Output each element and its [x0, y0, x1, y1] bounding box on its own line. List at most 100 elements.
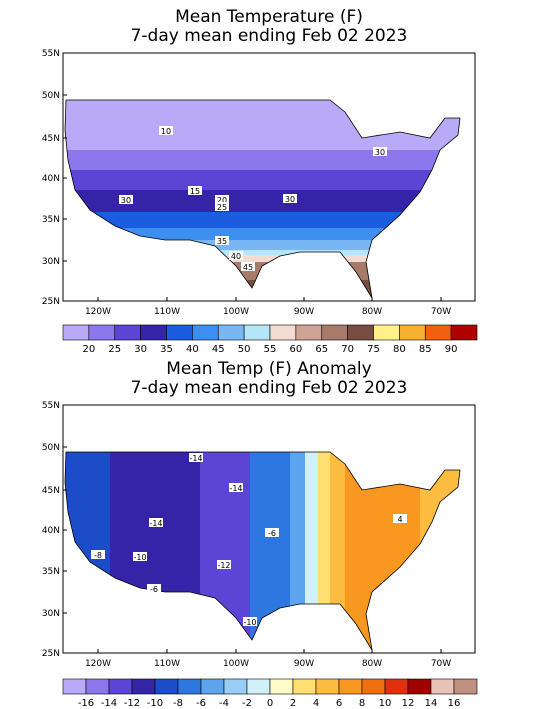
contour-label-bg: [265, 528, 279, 537]
contour-label: 35: [217, 237, 227, 246]
colorbar-label: 35: [160, 344, 173, 355]
contour-label: 4: [397, 515, 402, 524]
lat-label: 50N: [42, 91, 60, 101]
colorbar-box: [200, 678, 225, 695]
contour-label: -14: [189, 454, 202, 463]
contour-label: -10: [133, 553, 146, 562]
lon-label: 110W: [154, 307, 180, 317]
colorbar-label: -16: [78, 698, 94, 709]
contour-label-bg: [149, 518, 163, 527]
colorbar-label: 0: [267, 698, 273, 709]
contour-label-bg: [393, 514, 407, 523]
lat-label: 30N: [42, 609, 60, 619]
contour-label-bg: [215, 236, 229, 245]
contour-band: [330, 452, 345, 650]
colorbar-box: [62, 324, 90, 341]
lat-label: 30N: [42, 257, 60, 267]
colorbar-box: [338, 678, 363, 695]
colorbar-label: -14: [101, 698, 117, 709]
colorbar-label: -8: [173, 698, 183, 709]
colorbar-label: 14: [425, 698, 438, 709]
colorbar-box: [453, 678, 478, 695]
contour-label-bg: [217, 560, 231, 569]
contour-label: 40: [231, 252, 241, 261]
contour-band: [65, 228, 460, 240]
lon-label: 120W: [85, 307, 111, 317]
colorbar-box: [315, 678, 340, 695]
colorbar-label: 16: [448, 698, 461, 709]
colorbar-box: [154, 678, 179, 695]
title: Mean Temp (F) Anomaly: [166, 359, 371, 379]
lon-label: 80W: [362, 659, 382, 669]
contour-band: [65, 150, 460, 170]
colorbar-label: 75: [367, 344, 380, 355]
lat-label: 55N: [42, 401, 60, 411]
contour-band: [65, 255, 460, 262]
contour-label: 30: [375, 148, 385, 157]
colorbar-label: 2: [290, 698, 296, 709]
colorbar-label: 80: [393, 344, 406, 355]
title: Mean Temperature (F): [175, 7, 363, 27]
colorbar-box: [373, 324, 400, 341]
contour-label-bg: [91, 550, 105, 559]
colorbar-label: 65: [315, 344, 328, 355]
contour-label: -10: [243, 618, 256, 627]
colorbar-box: [399, 324, 426, 341]
lon-label: 70W: [431, 307, 451, 317]
colorbar-box: [88, 324, 116, 341]
colorbar-label: 60: [290, 344, 303, 355]
contour-label: 30: [121, 196, 131, 205]
colorbar-box: [192, 324, 219, 341]
colorbar-box: [108, 678, 133, 695]
colorbar-label: 70: [341, 344, 354, 355]
contour-label: 30: [285, 195, 295, 204]
lat-label: 40N: [42, 526, 60, 536]
lat-label: 35N: [42, 567, 60, 577]
colorbar-box: [177, 678, 202, 695]
lon-label: 90W: [294, 659, 314, 669]
colorbar-box: [407, 678, 432, 695]
lon-label: 90W: [294, 307, 314, 317]
lat-label: 25N: [42, 649, 60, 659]
contour-label: -12: [217, 561, 230, 570]
contour-label: -6: [268, 529, 276, 538]
lon-label: 110W: [154, 659, 180, 669]
colorbar-label: -10: [147, 698, 163, 709]
contour-label: 15: [190, 187, 200, 196]
lat-label: 45N: [42, 486, 60, 496]
colorbar-box: [243, 324, 271, 341]
lat-label: 40N: [42, 174, 60, 184]
lon-label: 80W: [362, 307, 382, 317]
colorbar-label: -2: [242, 698, 252, 709]
lat-label: 50N: [42, 443, 60, 453]
contour-band: [65, 240, 460, 250]
colorbar-label: 45: [212, 344, 225, 355]
colorbar-box: [246, 678, 271, 695]
colorbar-box: [166, 324, 193, 341]
contour-label-bg: [159, 126, 173, 135]
subtitle: 7-day mean ending Feb 02 2023: [131, 26, 408, 46]
colorbar-box: [347, 324, 374, 341]
contour-band: [65, 212, 460, 228]
colorbar-box: [62, 678, 87, 695]
colorbar-box: [295, 324, 323, 341]
colorbar-box: [217, 324, 245, 341]
contour-label-bg: [215, 195, 229, 204]
colorbar-box: [430, 678, 455, 695]
contour-label-bg: [215, 202, 229, 211]
lat-label: 25N: [42, 297, 60, 307]
contour-label: 25: [217, 203, 227, 212]
colorbar-label: 4: [313, 698, 319, 709]
contour-band: [318, 452, 330, 650]
colorbar-label: 40: [186, 344, 199, 355]
lon-label: 100W: [223, 659, 249, 669]
panel: Mean Temperature (F)7-day mean ending Fe…: [42, 7, 478, 355]
colorbar-label: 30: [134, 344, 147, 355]
contour-label-bg: [243, 617, 257, 626]
colorbar-box: [384, 678, 409, 695]
contour-label-bg: [189, 453, 203, 462]
colorbar-label: 12: [402, 698, 415, 709]
lat-label: 35N: [42, 215, 60, 225]
contour-label-bg: [119, 195, 133, 204]
